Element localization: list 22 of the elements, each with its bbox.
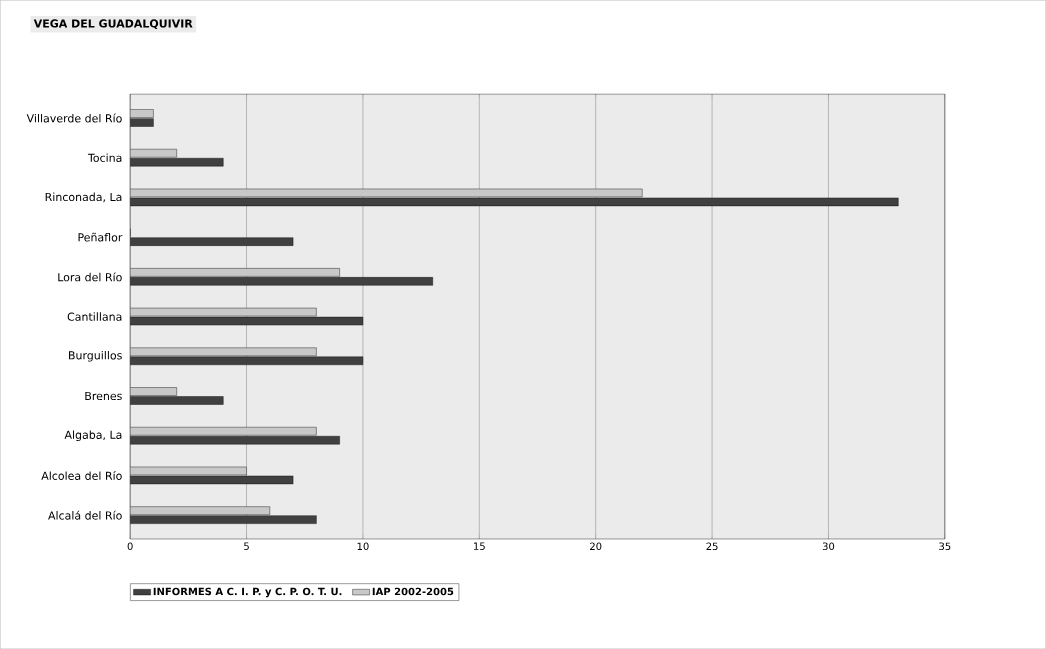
chart-title: VEGA DEL GUADALQUIVIR xyxy=(33,19,193,29)
y-tick-label: Algaba, La xyxy=(64,430,122,441)
x-tick-label: 25 xyxy=(706,542,718,551)
legend-label: IAP 2002-2005 xyxy=(372,587,454,596)
legend-label: INFORMES A C. I. P. y C. P. O. T. U. xyxy=(153,587,342,598)
y-tick-label: Rinconada, La xyxy=(45,192,122,203)
y-tick-label: Alcolea del Río xyxy=(41,470,122,480)
y-tick-label: Brenes xyxy=(85,391,122,401)
x-tick-label: 35 xyxy=(939,542,951,551)
y-tick-label: Tocina xyxy=(87,153,122,162)
y-tick-label: Burguillos xyxy=(69,350,122,362)
y-tick-label: Villaverde del Río xyxy=(26,113,122,123)
x-tick-label: 30 xyxy=(822,542,835,551)
x-tick-label: 10 xyxy=(357,542,369,551)
x-tick-label: 5 xyxy=(244,542,249,550)
y-tick-label: Peñaflor xyxy=(78,232,123,242)
x-tick-label: 20 xyxy=(590,542,602,551)
x-tick-label: 0 xyxy=(127,542,133,551)
y-tick-label: Cantillana xyxy=(67,312,122,321)
y-tick-label: Lora del Río xyxy=(58,272,122,282)
x-tick-label: 15 xyxy=(474,542,485,550)
y-tick-label: Alcalá del Río xyxy=(48,510,122,520)
